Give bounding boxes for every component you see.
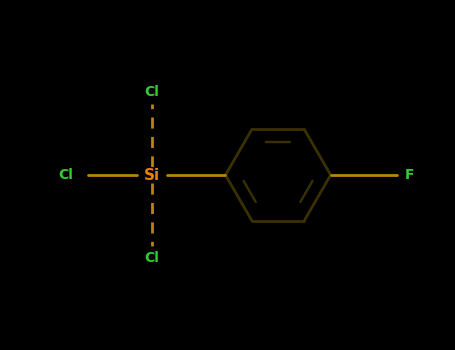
Text: F: F: [405, 168, 414, 182]
Text: Cl: Cl: [58, 168, 73, 182]
Text: Cl: Cl: [144, 85, 159, 99]
Text: Cl: Cl: [144, 251, 159, 265]
Text: Si: Si: [144, 168, 160, 182]
